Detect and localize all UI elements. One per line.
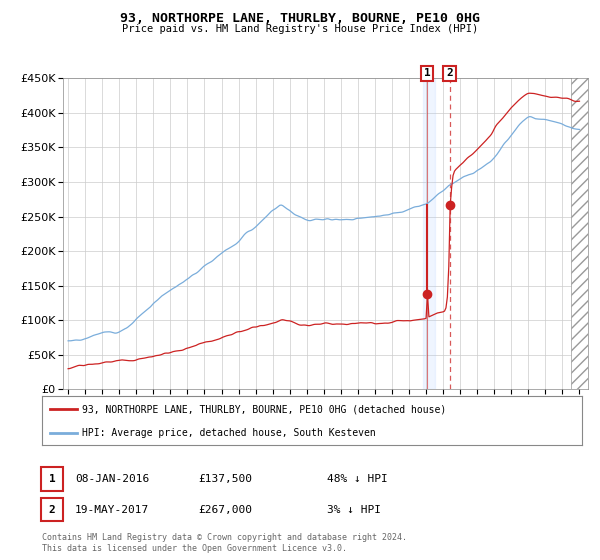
Text: 93, NORTHORPE LANE, THURLBY, BOURNE, PE10 0HG (detached house): 93, NORTHORPE LANE, THURLBY, BOURNE, PE1…: [83, 404, 447, 414]
Text: £137,500: £137,500: [198, 474, 252, 484]
Bar: [571, 47, 588, 389]
Text: 93, NORTHORPE LANE, THURLBY, BOURNE, PE10 0HG: 93, NORTHORPE LANE, THURLBY, BOURNE, PE1…: [120, 12, 480, 25]
Text: 1: 1: [424, 68, 430, 78]
Text: Price paid vs. HM Land Registry's House Price Index (HPI): Price paid vs. HM Land Registry's House …: [122, 24, 478, 34]
Text: 1: 1: [49, 474, 55, 484]
Text: 2: 2: [446, 68, 453, 78]
Text: Contains HM Land Registry data © Crown copyright and database right 2024.
This d: Contains HM Land Registry data © Crown c…: [42, 533, 407, 553]
Text: 08-JAN-2016: 08-JAN-2016: [75, 474, 149, 484]
Text: £267,000: £267,000: [198, 505, 252, 515]
Text: 48% ↓ HPI: 48% ↓ HPI: [327, 474, 388, 484]
Text: 19-MAY-2017: 19-MAY-2017: [75, 505, 149, 515]
Text: 2: 2: [49, 505, 55, 515]
Text: HPI: Average price, detached house, South Kesteven: HPI: Average price, detached house, Sout…: [83, 428, 376, 438]
Bar: [422, 78, 436, 389]
Text: 3% ↓ HPI: 3% ↓ HPI: [327, 505, 381, 515]
